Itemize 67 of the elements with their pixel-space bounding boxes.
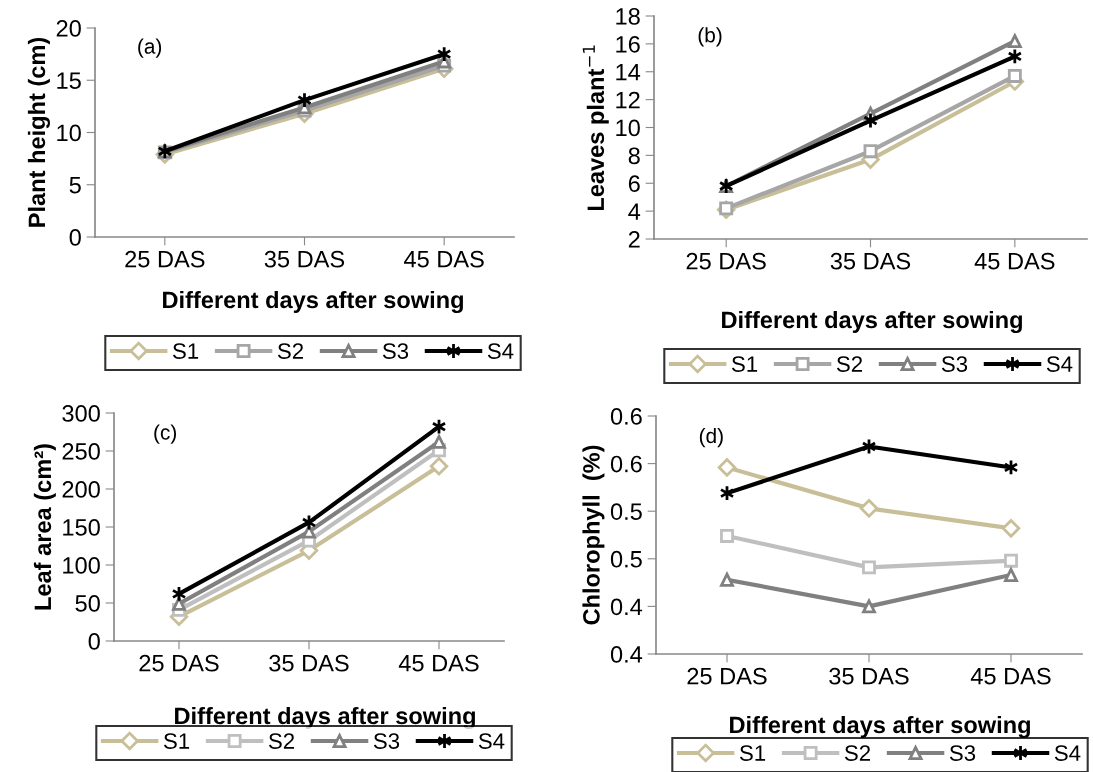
y-tick-label: 0.4 xyxy=(610,598,643,616)
x-axis-title: Different days after sowing xyxy=(730,715,1030,739)
legend-label: S1 xyxy=(739,745,766,761)
y-tick-label: 12 xyxy=(616,91,640,109)
legend-label: S4 xyxy=(1046,356,1073,372)
y-tick-label: 2 xyxy=(628,231,640,248)
legend-label: S3 xyxy=(941,356,968,372)
y-tick-label: 0 xyxy=(88,633,100,650)
annotation: (a) xyxy=(138,38,162,58)
y-tick-label: 18 xyxy=(616,8,640,25)
legend-label: S2 xyxy=(844,745,870,761)
legend-label: S3 xyxy=(373,733,400,749)
x-tick-label: 45 DAS xyxy=(974,252,1055,270)
y-tick-label: 10 xyxy=(57,124,81,142)
y-tick-label: 0.6 xyxy=(610,455,642,473)
y-tick-label: 150 xyxy=(63,519,100,536)
x-tick-label: 45 DAS xyxy=(398,654,479,672)
legend-label: S4 xyxy=(478,733,505,749)
y-tick-label: 0.5 xyxy=(610,503,642,520)
y-tick-label: 6 xyxy=(628,175,640,193)
y-tick-label: 15 xyxy=(57,72,81,90)
x-tick-label: 25 DAS xyxy=(125,250,205,268)
x-tick-label: 35 DAS xyxy=(829,667,909,685)
x-tick-label: 45 DAS xyxy=(970,667,1051,685)
legend-label: S3 xyxy=(382,343,409,359)
y-tick-label: 100 xyxy=(63,557,100,574)
x-tick-label: 35 DAS xyxy=(269,654,349,672)
y-axis-title: Plant height (cm) xyxy=(27,37,50,227)
x-axis-title: Different days after sowing xyxy=(722,310,1022,334)
y-tick-label: 8 xyxy=(628,147,640,165)
y-tick-label: 200 xyxy=(62,481,100,498)
annotation: (b) xyxy=(698,27,722,47)
legend-label: S4 xyxy=(487,343,514,359)
y-tick-label: 16 xyxy=(616,35,640,53)
legend-label: S1 xyxy=(163,733,190,749)
x-tick-label: 35 DAS xyxy=(830,252,911,270)
annotation: (c) xyxy=(154,424,176,444)
legend-label: S1 xyxy=(731,356,758,372)
y-tick-label: 250 xyxy=(62,443,100,460)
y-tick-label: 20 xyxy=(56,20,81,37)
y-axis-title: Chlorophyll (%) xyxy=(582,445,605,625)
x-tick-label: 25 DAS xyxy=(139,654,219,672)
annotation: (d) xyxy=(699,427,723,448)
y-tick-label: 50 xyxy=(75,595,100,612)
y-tick-label: 0.4 xyxy=(610,646,643,663)
legend-label: S2 xyxy=(268,733,294,749)
y-tick-label: 0.6 xyxy=(610,408,642,425)
legend-label: S2 xyxy=(836,356,862,372)
x-tick-label: 35 DAS xyxy=(264,250,345,268)
y-tick-label: 4 xyxy=(628,203,641,220)
legend-label: S4 xyxy=(1054,745,1081,761)
x-tick-label: 25 DAS xyxy=(687,667,767,685)
y-tick-label: 14 xyxy=(616,64,641,81)
legend-label: S3 xyxy=(949,745,976,761)
legend-label: S1 xyxy=(172,343,199,359)
y-tick-label: 10 xyxy=(616,119,640,137)
y-tick-label: 5 xyxy=(69,177,81,194)
y-tick-label: 0.5 xyxy=(610,550,642,568)
y-axis-title: Leaf area (cm²) xyxy=(33,444,56,610)
legend-label: S2 xyxy=(277,343,303,359)
y-axis-title: Leaves plant$^{−1}$ xyxy=(582,45,609,211)
x-tick-label: 45 DAS xyxy=(404,250,484,268)
y-tick-label: 0 xyxy=(69,229,81,246)
x-axis-title: Different days after sowing xyxy=(163,290,463,314)
x-axis-title: Different days after sowing xyxy=(175,706,475,730)
y-tick-label: 300 xyxy=(62,405,100,422)
x-tick-label: 25 DAS xyxy=(686,252,766,270)
